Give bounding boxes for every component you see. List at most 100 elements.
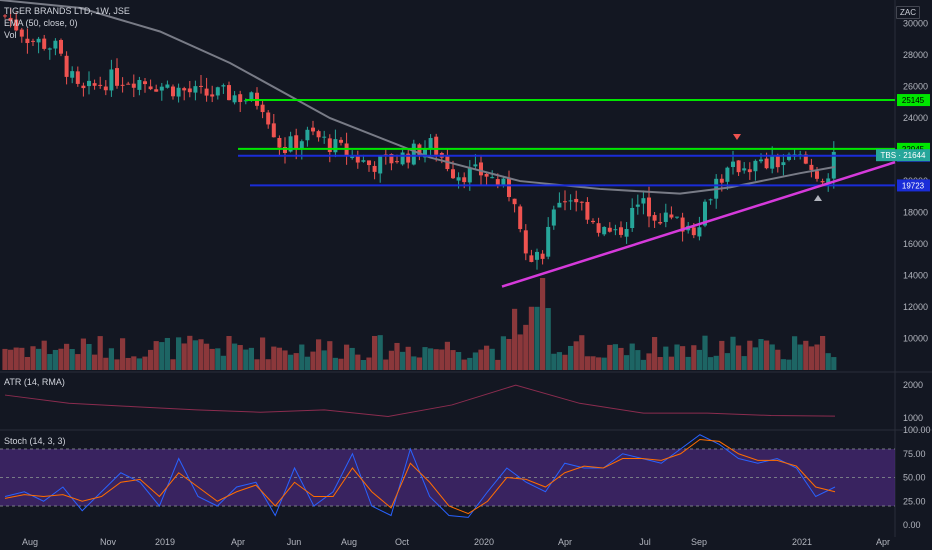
candle-body	[8, 17, 13, 21]
last-price-label: TBS · 21644	[881, 151, 926, 160]
candle-body	[742, 168, 747, 171]
volume-bar	[41, 340, 47, 370]
candle-body	[378, 155, 383, 174]
candle-body	[826, 178, 831, 184]
candle-body	[47, 48, 52, 50]
candle-body	[277, 137, 282, 148]
candle-body	[75, 71, 80, 84]
candle-body	[176, 87, 181, 97]
candle-body	[266, 112, 271, 125]
volume-bar	[601, 357, 607, 370]
volume-bar	[411, 356, 417, 370]
candle-body	[613, 229, 618, 231]
volume-bar	[232, 343, 238, 370]
volume-bar	[209, 348, 215, 370]
price-tick-label: 26000	[903, 82, 928, 92]
stoch-tick-label: 0.00	[903, 520, 921, 530]
candle-body	[42, 38, 47, 49]
time-tick-label: Apr	[231, 537, 245, 547]
candle-body	[591, 220, 595, 223]
volume-bar	[439, 349, 445, 370]
volume-bar	[444, 341, 450, 370]
candle-body	[36, 38, 41, 43]
atr-tick-label: 2000	[903, 380, 923, 390]
price-tick-label: 24000	[903, 113, 928, 123]
candle-body	[221, 85, 226, 87]
time-tick-label: Aug	[341, 537, 357, 547]
volume-bar	[803, 340, 809, 370]
volume-bar	[327, 341, 333, 370]
candle-body	[691, 227, 696, 236]
volume-bar	[551, 353, 557, 370]
time-tick-label: Aug	[22, 537, 38, 547]
stoch-tick-label: 25.00	[903, 496, 926, 506]
volume-bar	[226, 336, 232, 370]
volume-bar	[338, 358, 344, 370]
candle-body	[764, 158, 769, 169]
volume-bar	[394, 342, 400, 370]
volume-bar	[47, 354, 53, 370]
volume-bar	[797, 344, 803, 370]
atr-legend: ATR (14, RMA)	[4, 377, 65, 387]
volume-bar	[265, 359, 271, 370]
volume-bar	[814, 344, 820, 370]
time-tick-label: Sep	[691, 537, 707, 547]
currency-badge[interactable]: ZAC	[896, 6, 920, 19]
candle-body	[703, 201, 707, 226]
stoch-tick-label: 100.00	[903, 425, 931, 435]
candle-body	[165, 84, 170, 88]
volume-bar	[808, 346, 814, 370]
level-tag-label: 19723	[902, 181, 925, 190]
candle-body	[411, 143, 416, 165]
volume-bar	[562, 354, 568, 370]
volume-bar	[831, 357, 837, 370]
volume-bar	[545, 308, 551, 370]
volume-bar	[708, 357, 714, 370]
volume-bar	[467, 357, 473, 370]
volume-bar	[758, 339, 764, 370]
volume-bar	[316, 339, 322, 370]
volume-bar	[629, 343, 635, 370]
candle-body	[395, 161, 399, 163]
candle-body	[479, 162, 483, 176]
candle-body	[467, 167, 472, 183]
volume-bar	[736, 345, 742, 370]
candle-body	[579, 201, 584, 203]
candle-body	[529, 255, 534, 262]
chart-title: TIGER BRANDS LTD, 1W, JSE	[4, 6, 130, 16]
candle-body	[98, 84, 103, 86]
volume-bar	[741, 356, 747, 370]
candle-body	[115, 68, 119, 86]
volume-bar	[484, 345, 490, 370]
volume-bar	[472, 352, 478, 370]
volume-bar	[646, 353, 652, 370]
level-tag-label: 25145	[902, 96, 925, 105]
volume-bar	[349, 347, 355, 370]
volume-bar	[719, 340, 725, 370]
candle-body	[563, 201, 567, 203]
candle-body	[647, 197, 651, 217]
volume-bar	[108, 348, 114, 370]
volume-bar	[696, 349, 702, 370]
volume-bar	[405, 346, 411, 370]
volume-bar	[573, 341, 579, 370]
volume-bar	[69, 349, 75, 370]
candle-body	[451, 169, 455, 179]
volume-bar	[243, 349, 249, 370]
trend-line	[501, 160, 896, 288]
candle-body	[25, 38, 30, 44]
volume-bar	[450, 350, 456, 370]
volume-bar	[170, 359, 176, 370]
volume-bar	[764, 340, 770, 370]
volume-bar	[400, 351, 406, 370]
candle-body	[501, 178, 506, 185]
volume-bar	[523, 324, 529, 370]
candle-body	[53, 40, 58, 49]
volume-bar	[64, 343, 70, 370]
last-price-tag	[876, 149, 930, 162]
candle-body	[316, 131, 321, 138]
candle-body	[546, 226, 551, 257]
volume-bar	[775, 349, 781, 370]
volume-bar	[820, 335, 826, 370]
